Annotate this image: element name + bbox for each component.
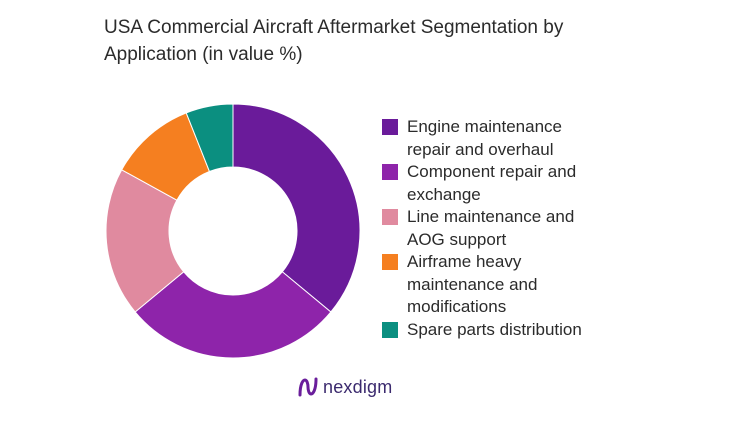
legend-label-line: modifications <box>407 297 507 316</box>
legend-swatch-3 <box>382 209 398 225</box>
legend-label-line: Spare parts distribution <box>407 319 582 339</box>
legend-swatch-2 <box>382 164 398 180</box>
legend-label-4: Airframe heavy maintenance and modificatio… <box>407 251 702 319</box>
donut-slice-5 <box>185 103 234 173</box>
donut-slice-3 <box>105 169 185 313</box>
legend-item-5: Spare parts distribution <box>382 319 702 342</box>
legend-swatch-1 <box>382 119 398 135</box>
nexdigm-logo-icon <box>298 377 318 397</box>
legend-label-line: Airframe heavy <box>407 252 522 271</box>
legend-label-1: Engine maintenance repair and overhaul <box>407 116 702 161</box>
legend-label-line: AOG support <box>407 229 507 249</box>
logo-text: nexdigm <box>323 376 393 397</box>
legend-label-line: repair and overhaul <box>407 139 554 159</box>
legend-item-4: Airframe heavy maintenance and modificatio… <box>382 251 702 319</box>
legend-label-line: maintenance and <box>407 274 538 294</box>
chart-legend: Engine maintenance repair and overhaul Com… <box>382 116 702 341</box>
legend-swatch-5 <box>382 321 398 338</box>
chart-title-line-1: USA Commercial Aircraft Aftermarket Segm… <box>104 17 564 38</box>
legend-label-3: Line maintenance and AOG support <box>407 206 702 251</box>
legend-label-line: Engine maintenance <box>407 117 563 136</box>
donut-slice-2 <box>134 271 332 359</box>
legend-label-line: Line maintenance and <box>407 207 575 226</box>
donut-slice-1 <box>232 103 361 313</box>
chart-title: USA Commercial Aircraft Aftermarket Segm… <box>104 14 704 68</box>
nexdigm-logo: nexdigm <box>297 373 392 401</box>
legend-label-5: Spare parts distribution <box>407 319 702 342</box>
legend-label-line: exchange <box>407 184 481 204</box>
legend-item-3: Line maintenance and AOG support <box>382 206 702 251</box>
chart-title-line-2: Application (in value %) <box>104 44 303 65</box>
legend-item-2: Component repair and exchange <box>382 161 702 206</box>
legend-swatch-4 <box>382 254 398 270</box>
legend-label-line: Component repair and <box>407 162 577 181</box>
legend-label-2: Component repair and exchange <box>407 161 702 206</box>
legend-item-1: Engine maintenance repair and overhaul <box>382 116 702 161</box>
